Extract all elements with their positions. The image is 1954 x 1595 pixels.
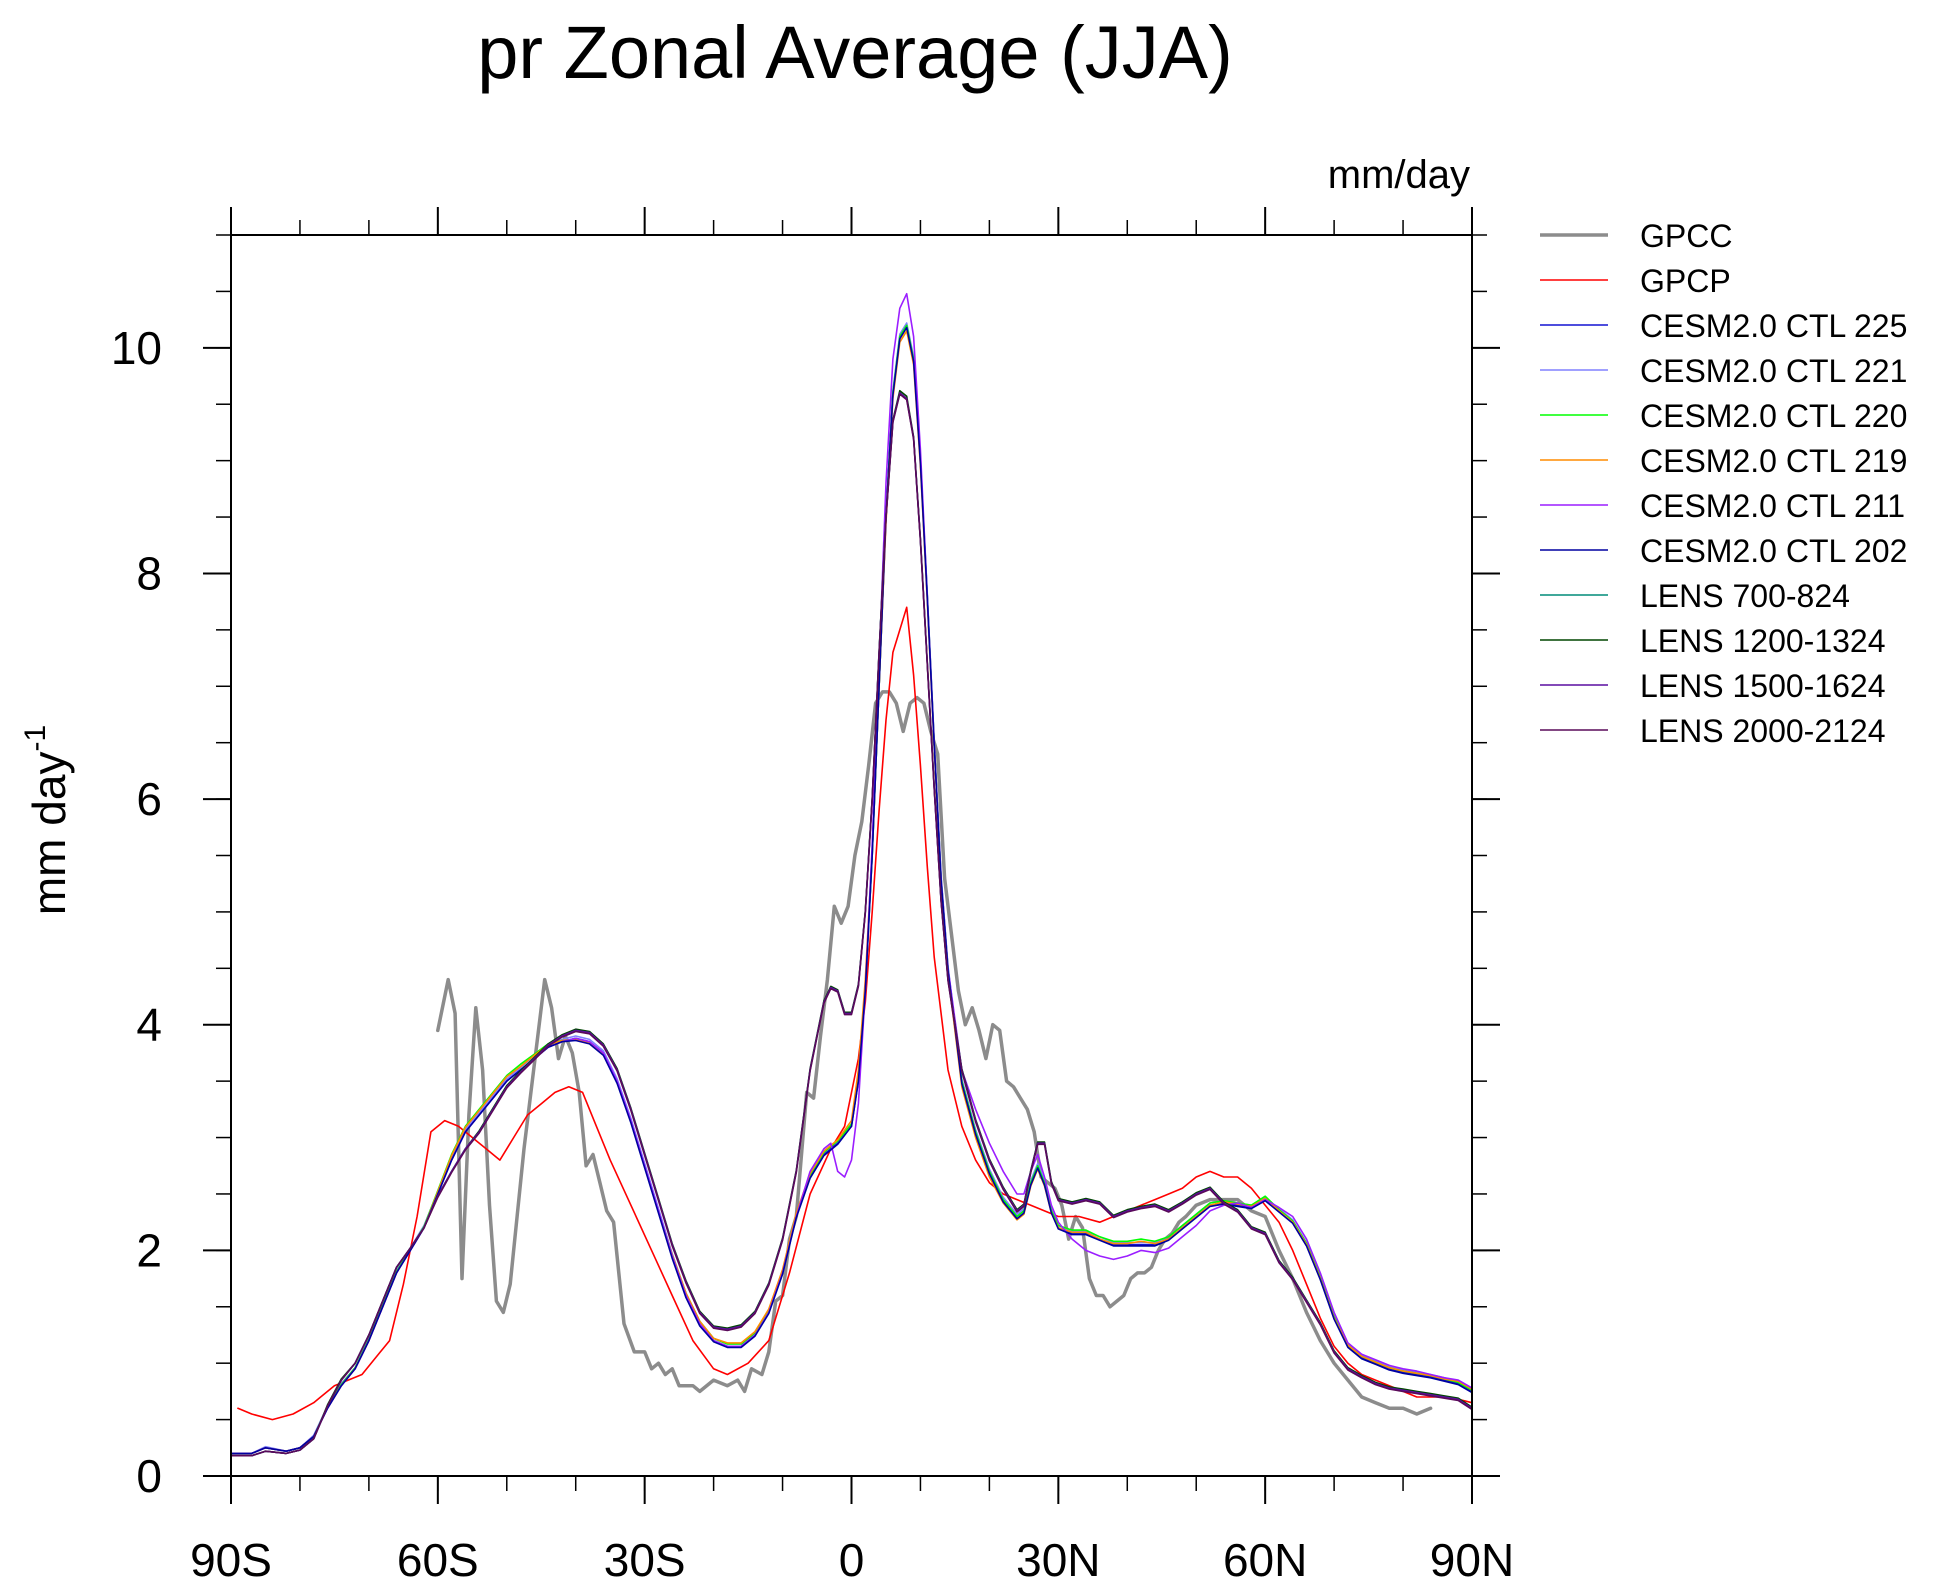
y-tick-label: 0 xyxy=(136,1450,162,1502)
legend-label: CESM2.0 CTL 221 xyxy=(1640,353,1907,389)
y-tick-label: 4 xyxy=(136,999,162,1051)
legend-item-lens-1500-1624: LENS 1500-1624 xyxy=(1540,668,1886,704)
x-tick-label: 90N xyxy=(1430,1534,1514,1586)
legend-item-gpcc: GPCC xyxy=(1540,218,1732,254)
legend-label: LENS 700-824 xyxy=(1640,578,1850,614)
legend-item-lens-2000-2124: LENS 2000-2124 xyxy=(1540,713,1886,749)
tick-labels: 90S 60S 30S 0 30N 60N 90N 0 2 4 6 8 10 xyxy=(111,322,1514,1586)
legend-item-cesm2-0-ctl-220: CESM2.0 CTL 220 xyxy=(1540,398,1907,434)
legend: GPCC GPCP CESM2.0 CTL 225 CESM2.0 CTL 221 CE… xyxy=(1540,218,1907,749)
legend-label: CESM2.0 CTL 202 xyxy=(1640,533,1907,569)
plot-frame xyxy=(230,234,1473,1477)
x-tick-label: 90S xyxy=(190,1534,272,1586)
minor-ticks xyxy=(216,220,1487,1491)
legend-item-cesm2-0-ctl-211: CESM2.0 CTL 211 xyxy=(1540,488,1905,524)
series-line-lens-2000-2124 xyxy=(230,393,1473,1457)
units-label: mm/day xyxy=(1328,153,1470,197)
x-tick-label: 0 xyxy=(839,1534,865,1586)
legend-label: LENS 1200-1324 xyxy=(1640,623,1886,659)
major-ticks xyxy=(203,207,1500,1504)
y-tick-label: 6 xyxy=(136,773,162,825)
y-tick-label: 2 xyxy=(136,1224,162,1276)
x-tick-label: 60S xyxy=(397,1534,479,1586)
series-lines xyxy=(230,292,1473,1457)
legend-item-cesm2-0-ctl-202: CESM2.0 CTL 202 xyxy=(1540,533,1907,569)
series-line-lens-1500-1624 xyxy=(230,392,1473,1457)
legend-item-cesm2-0-ctl-219: CESM2.0 CTL 219 xyxy=(1540,443,1907,479)
series-line-lens-1200-1324 xyxy=(230,389,1473,1457)
y-tick-label: 10 xyxy=(111,322,162,374)
legend-item-cesm2-0-ctl-221: CESM2.0 CTL 221 xyxy=(1540,353,1907,389)
legend-item-lens-700-824: LENS 700-824 xyxy=(1540,578,1850,614)
y-axis-label-main: mm day xyxy=(23,752,75,916)
legend-label: CESM2.0 CTL 225 xyxy=(1640,308,1907,344)
legend-label: CESM2.0 CTL 211 xyxy=(1640,488,1905,524)
series-line-gpcp xyxy=(237,606,1473,1421)
legend-item-cesm2-0-ctl-225: CESM2.0 CTL 225 xyxy=(1540,308,1907,344)
legend-label: GPCP xyxy=(1640,263,1731,299)
y-axis-label: mm day-1 xyxy=(19,725,75,915)
legend-label: CESM2.0 CTL 219 xyxy=(1640,443,1907,479)
y-axis-title: mm day-1 xyxy=(19,725,75,915)
y-tick-label: 8 xyxy=(136,547,162,599)
legend-label: LENS 2000-2124 xyxy=(1640,713,1886,749)
legend-label: LENS 1500-1624 xyxy=(1640,668,1886,704)
legend-item-gpcp: GPCP xyxy=(1540,263,1731,299)
x-tick-label: 30N xyxy=(1016,1534,1100,1586)
legend-label: GPCC xyxy=(1640,218,1732,254)
series-line-lens-700-824 xyxy=(230,392,1473,1457)
legend-item-lens-1200-1324: LENS 1200-1324 xyxy=(1540,623,1886,659)
x-tick-label: 30S xyxy=(604,1534,686,1586)
legend-label: CESM2.0 CTL 220 xyxy=(1640,398,1907,434)
chart-title: pr Zonal Average (JJA) xyxy=(477,11,1232,94)
series-line-cesm2-0-ctl-202 xyxy=(230,326,1473,1455)
x-tick-label: 60N xyxy=(1223,1534,1307,1586)
y-axis-label-superscript: -1 xyxy=(19,725,52,752)
